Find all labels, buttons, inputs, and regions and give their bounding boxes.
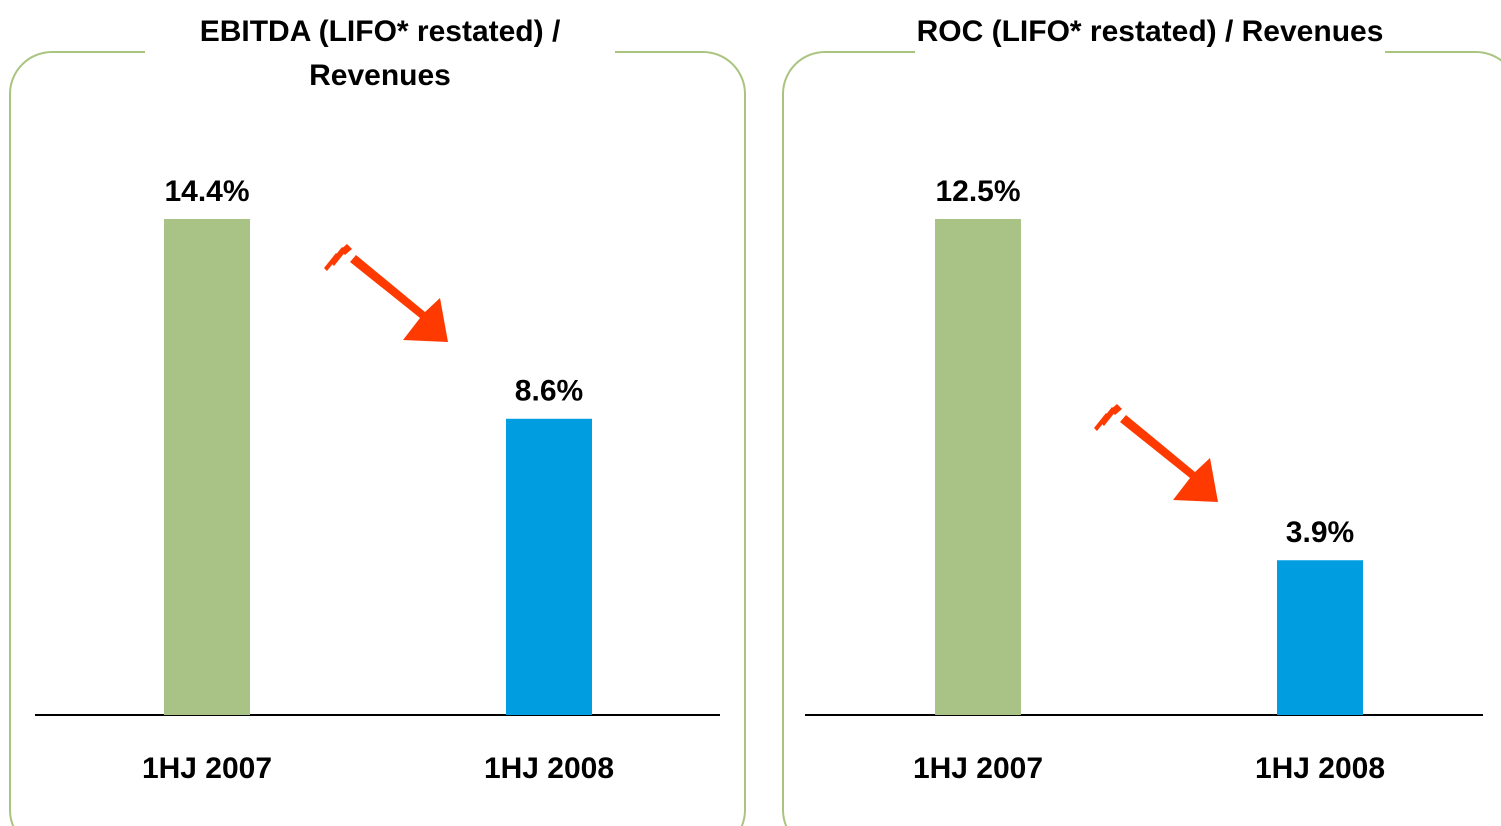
bar [1277, 560, 1363, 715]
panel-frame [9, 51, 746, 826]
bar [164, 219, 250, 715]
x-tick-label: 1HJ 2007 [142, 752, 272, 785]
value-label: 8.6% [515, 375, 583, 408]
bar [935, 219, 1021, 715]
down-arrow [1094, 404, 1218, 502]
chart-title: ROC (LIFO* restated) / Revenues [915, 10, 1385, 54]
bar [506, 418, 592, 715]
value-label: 14.4% [164, 175, 249, 208]
x-tick-label: 1HJ 2008 [484, 752, 614, 785]
x-tick-label: 1HJ 2008 [1255, 752, 1385, 785]
value-label: 12.5% [935, 175, 1020, 208]
value-label: 3.9% [1286, 516, 1354, 549]
chart-title: EBITDA (LIFO* restated) / Revenues [145, 10, 615, 98]
down-arrow [324, 244, 448, 342]
x-tick-label: 1HJ 2007 [913, 752, 1043, 785]
